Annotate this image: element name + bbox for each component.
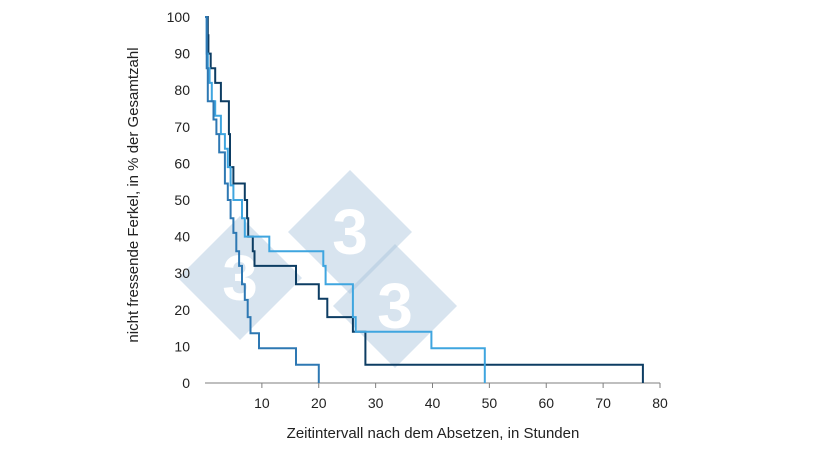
y-tick-label: 80 <box>174 82 190 98</box>
y-tick-label: 0 <box>182 375 190 391</box>
series-line-3 <box>205 16 320 383</box>
x-axis-title: Zeitintervall nach dem Absetzen, in Stun… <box>287 425 580 442</box>
x-tick-label: 50 <box>482 395 498 411</box>
x-tick-label: 40 <box>425 395 441 411</box>
x-tick-labels: 10 20 30 40 50 60 70 80 <box>254 383 668 411</box>
x-tick-label: 80 <box>652 395 668 411</box>
watermark-tile: 3 <box>178 216 302 340</box>
watermark-tile: 3 <box>288 170 412 294</box>
y-tick-label: 50 <box>174 192 190 208</box>
y-tick-labels: 0 10 20 30 40 50 60 70 80 90 100 <box>167 9 191 391</box>
y-tick-label: 60 <box>174 155 190 171</box>
x-tick-label: 10 <box>254 395 270 411</box>
watermark-diamond <box>333 244 457 368</box>
y-tick-label: 90 <box>174 46 190 62</box>
watermark-tile: 3 <box>333 244 457 368</box>
y-tick-label: 20 <box>174 302 190 318</box>
y-axis-title: nicht fressende Ferkel, in % der Gesamtz… <box>125 47 142 342</box>
watermark-digit: 3 <box>332 196 368 268</box>
y-tick-label: 30 <box>174 265 190 281</box>
y-tick-label: 40 <box>174 229 190 245</box>
x-tick-label: 30 <box>368 395 384 411</box>
series-line-2 <box>205 16 486 383</box>
x-tick-label: 20 <box>311 395 327 411</box>
watermark-diamond <box>178 216 302 340</box>
series-lines <box>205 16 644 383</box>
watermark-logo: 333 <box>178 170 457 368</box>
watermark-diamond <box>288 170 412 294</box>
y-tick-label: 10 <box>174 338 190 354</box>
watermark-digit: 3 <box>377 270 413 342</box>
x-tick-label: 60 <box>538 395 554 411</box>
x-tick-label: 70 <box>595 395 611 411</box>
y-tick-label: 70 <box>174 119 190 135</box>
y-tick-label: 100 <box>167 9 191 25</box>
series-line-1 <box>205 16 644 383</box>
